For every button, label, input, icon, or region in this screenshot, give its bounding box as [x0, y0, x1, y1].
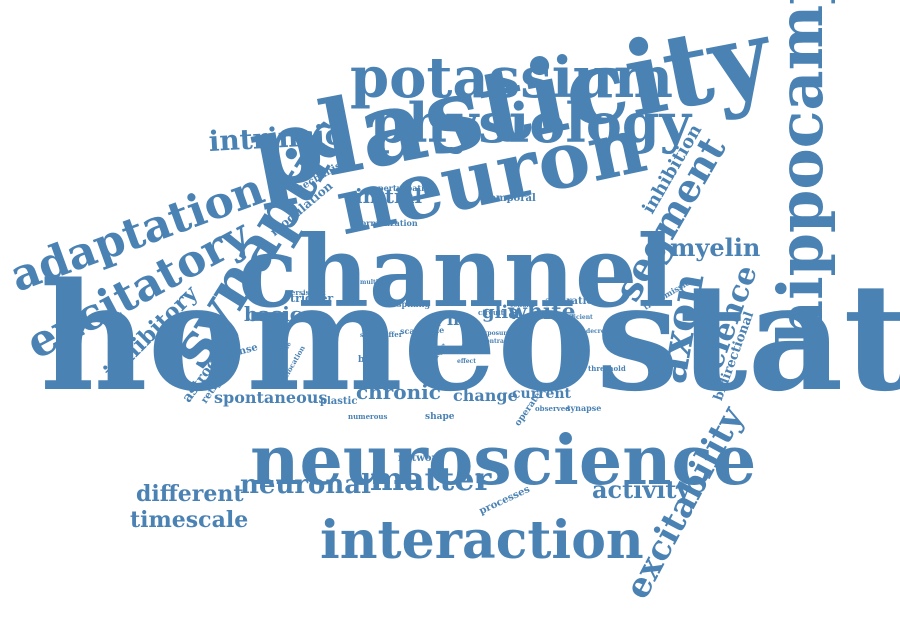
word-brain: brain [358, 354, 385, 365]
word-interaction: interaction [320, 510, 644, 572]
word-homeostatic: homeostatic [40, 249, 900, 424]
word-myelin: myelin [670, 233, 761, 263]
word-multiple: multiple [360, 279, 389, 287]
word-trigger: trigger [290, 292, 334, 306]
word-cellular: cellular [510, 302, 536, 310]
word-hippocampal: hippocampal [764, 0, 837, 345]
word-temporal: temporal [485, 193, 536, 205]
word-glia: glia [482, 301, 520, 323]
word-result: result [421, 321, 441, 329]
word-spontaneous: spontaneous [214, 387, 328, 407]
word-neuronal: neuronal [240, 469, 372, 500]
word-observed: observed [535, 403, 571, 413]
word-numerous: numerous [348, 411, 388, 421]
word-basic: basic [244, 302, 302, 327]
word-exposure: exposure [480, 330, 511, 338]
word-effect: effect [457, 358, 476, 366]
word-circuit: circuit [478, 307, 504, 317]
word-differ: differ [381, 329, 403, 339]
word-synapse: synapse [566, 402, 602, 413]
word-contrast: contrast [482, 338, 510, 346]
word-different: different [136, 480, 244, 507]
word-current: current [512, 386, 572, 403]
word-neuroscience: neuroscience [250, 420, 757, 501]
word-perturbation: perturbation [378, 182, 436, 193]
word-white: white [508, 298, 576, 325]
word-shift: shift [427, 350, 443, 358]
word-chronic: chronic [356, 380, 441, 405]
word-scale: scale [400, 325, 423, 336]
word-studies: studies [360, 332, 385, 340]
word-decrease: decrease [586, 328, 616, 336]
word-change: change [453, 385, 518, 405]
word-matter: matter [370, 460, 492, 499]
word-physiology: physiology [370, 90, 691, 155]
word-threshold: threshold [588, 363, 626, 373]
word-life: life [447, 309, 477, 329]
word-rate: rate [426, 324, 445, 335]
word-sufficient: sufficient [561, 314, 593, 322]
word-initial: initial [355, 184, 423, 209]
word-intrinsic: intrinsic [207, 118, 343, 159]
word-normalization: normalization [355, 217, 418, 228]
word-shape: shape [425, 411, 455, 422]
word-timescale: timescale [130, 506, 249, 533]
word-network: network [398, 453, 444, 465]
word-persistent: persistent [286, 287, 326, 297]
word-channel: channel [238, 214, 675, 330]
word-potassium: potassium [350, 45, 673, 112]
word-plastic: plastic [320, 396, 358, 408]
word-alteration: alteration [545, 296, 601, 308]
word-spiking: spiking [397, 298, 431, 309]
word-activity: activity [592, 475, 691, 505]
